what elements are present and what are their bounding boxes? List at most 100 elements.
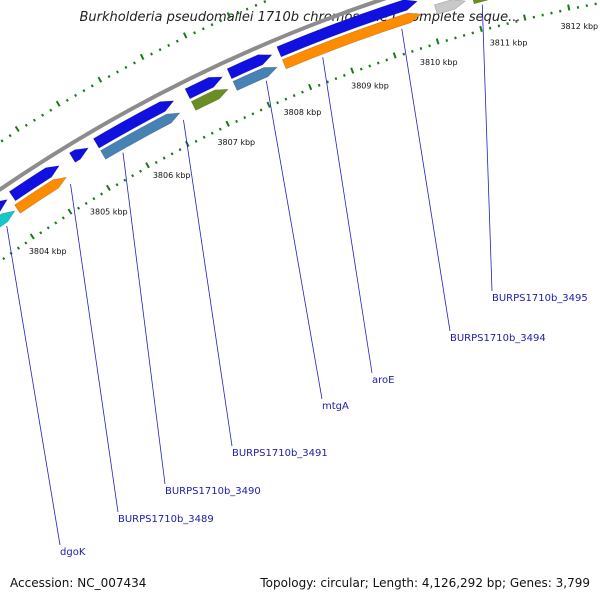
- scale-tick: [219, 19, 223, 23]
- kbp-label: 3806 kbp: [153, 171, 191, 180]
- gene-label[interactable]: aroE: [372, 375, 394, 386]
- lower-gene-arrow[interactable]: [190, 88, 229, 111]
- scale-tick: [350, 67, 355, 74]
- scale-tick: [194, 139, 198, 143]
- gene-label[interactable]: BURPS1710b_3494: [450, 333, 546, 344]
- kbp-label: 3809 kbp: [351, 82, 389, 91]
- scale-tick: [497, 24, 501, 28]
- scale-tick: [41, 113, 45, 117]
- gene-label[interactable]: BURPS1710b_3491: [232, 448, 328, 459]
- lower-gene-arrow[interactable]: [471, 0, 600, 5]
- scale-tick: [541, 13, 544, 17]
- scale-tick: [65, 98, 69, 102]
- gene-label[interactable]: dgoK: [60, 547, 86, 558]
- scale-tick: [16, 246, 20, 250]
- scale-tick: [150, 52, 153, 56]
- gene-label[interactable]: mtgA: [322, 401, 349, 412]
- scale-tick: [32, 118, 36, 122]
- scale-tick: [49, 108, 53, 112]
- scale-ticks: [0, 0, 597, 261]
- scale-tick: [29, 233, 35, 240]
- scale-tick: [368, 64, 372, 68]
- scale-tick: [550, 11, 553, 15]
- kbp-label: 3808 kbp: [284, 108, 322, 117]
- gene-labels[interactable]: dgoK BURPS1710b_3489 BURPS1710b_3490 BURPS1…: [60, 293, 588, 558]
- accession-text: Accession: NC_007434: [10, 576, 147, 590]
- scale-tick: [167, 43, 171, 47]
- scale-tick: [201, 27, 205, 31]
- scale-tick: [342, 73, 346, 77]
- label-leader-line: [183, 119, 233, 447]
- scale-tick: [46, 226, 50, 230]
- scale-tick: [182, 32, 188, 39]
- gene-label[interactable]: BURPS1710b_3490: [165, 486, 261, 497]
- lower-gene-arrow[interactable]: [232, 66, 278, 91]
- scale-tick: [162, 156, 166, 160]
- kbp-label: 3804 kbp: [29, 247, 67, 256]
- kbp-label: 3807 kbp: [217, 138, 255, 147]
- scale-tick: [90, 84, 94, 88]
- label-leader-line: [401, 28, 451, 332]
- gene-tracks[interactable]: [0, 0, 600, 260]
- scale-tick: [359, 67, 363, 71]
- scale-tick: [67, 208, 73, 215]
- lower-gene-arrow[interactable]: [281, 12, 422, 70]
- scale-tick: [8, 134, 12, 138]
- lower-gene-arrow[interactable]: [14, 176, 67, 214]
- scale-tick: [202, 135, 206, 139]
- scale-tick: [376, 61, 380, 65]
- scale-tick: [132, 61, 136, 65]
- forward-gene-arrow[interactable]: [276, 0, 418, 58]
- gene-label[interactable]: BURPS1710b_3489: [118, 514, 214, 525]
- scale-tick: [131, 174, 135, 178]
- lower-gene-arrow[interactable]: [100, 112, 181, 160]
- scale-tick: [115, 183, 119, 187]
- kbp-labels: 3804 kbp 3805 kbp 3806 kbp 3807 kbp 3808 kbp…: [29, 22, 598, 256]
- scale-tick: [175, 39, 179, 43]
- lower-gene-arrow[interactable]: [0, 210, 16, 260]
- forward-gene-arrow[interactable]: [226, 54, 273, 80]
- scale-tick: [39, 231, 43, 235]
- scale-tick: [100, 192, 104, 196]
- lower-gene-arrow[interactable]: [434, 0, 467, 15]
- scale-tick: [225, 120, 230, 127]
- scale-tick: [2, 256, 6, 261]
- scale-tick: [61, 216, 65, 220]
- label-leader-line: [6, 226, 61, 546]
- scale-tick: [193, 31, 197, 35]
- scale-tick: [24, 241, 28, 245]
- scale-tick: [158, 48, 162, 52]
- scale-tick: [170, 152, 174, 156]
- scale-tick: [259, 108, 263, 112]
- forward-gene-arrow[interactable]: [184, 76, 224, 100]
- kbp-label: 3811 kbp: [490, 38, 528, 47]
- scale-tick: [124, 65, 128, 69]
- kbp-label: 3805 kbp: [90, 207, 128, 216]
- scale-tick: [454, 36, 457, 40]
- gene-label[interactable]: BURPS1710b_3495: [492, 293, 588, 304]
- scale-tick: [471, 31, 475, 35]
- forward-gene-arrow[interactable]: [8, 165, 60, 202]
- scale-tick: [251, 112, 255, 116]
- forward-gene-arrow[interactable]: [69, 147, 89, 163]
- scale-tick: [245, 7, 249, 11]
- scale-tick: [123, 178, 127, 182]
- scale-tick: [402, 52, 406, 56]
- scale-tick: [266, 101, 271, 108]
- forward-gene-arrow[interactable]: [93, 100, 175, 149]
- forward-gene-arrow[interactable]: [0, 199, 8, 231]
- label-leader-line: [70, 183, 119, 513]
- scale-tick: [276, 101, 280, 105]
- scale-tick: [284, 97, 288, 101]
- scale-tick: [301, 90, 304, 94]
- scale-tick: [445, 39, 449, 43]
- scale-tick: [139, 53, 145, 61]
- scale-tick: [532, 15, 536, 19]
- summary-text: Topology: circular; Length: 4,126,292 bp…: [260, 576, 590, 590]
- scale-tick: [97, 76, 103, 83]
- scale-tick: [488, 26, 492, 30]
- scale-tick: [263, 0, 267, 4]
- scale-tick: [14, 125, 20, 133]
- scale-tick: [84, 201, 88, 206]
